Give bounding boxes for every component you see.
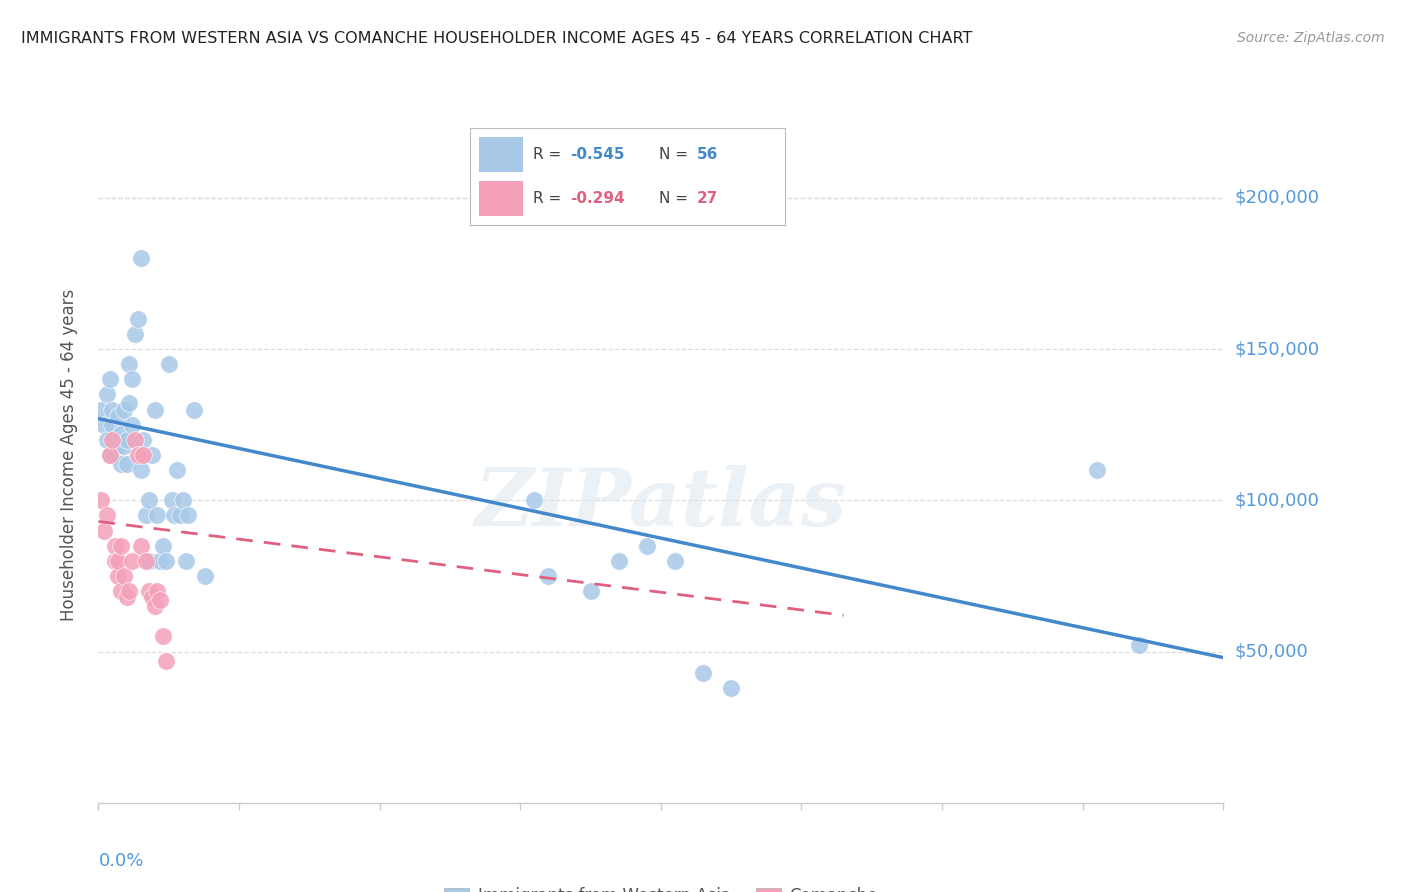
Point	[160, 493, 183, 508]
Point	[149, 554, 172, 568]
Point	[121, 554, 143, 568]
Text: $150,000: $150,000	[1234, 340, 1319, 358]
Point	[135, 508, 157, 523]
Point	[607, 554, 630, 568]
Point	[146, 584, 169, 599]
Point	[118, 396, 141, 410]
Point	[115, 433, 138, 447]
Point	[138, 554, 160, 568]
Text: 0.0%: 0.0%	[98, 852, 143, 870]
Point	[129, 539, 152, 553]
Text: $50,000: $50,000	[1234, 642, 1308, 661]
Point	[101, 402, 124, 417]
Point	[110, 584, 132, 599]
Point	[96, 387, 118, 401]
Point	[104, 448, 127, 462]
Point	[90, 493, 112, 508]
Point	[177, 508, 200, 523]
Point	[141, 590, 163, 604]
Text: Source: ZipAtlas.com: Source: ZipAtlas.com	[1237, 31, 1385, 45]
Point	[121, 372, 143, 386]
Point	[104, 539, 127, 553]
Point	[174, 554, 197, 568]
Point	[104, 554, 127, 568]
Point	[107, 409, 129, 423]
Legend: Immigrants from Western Asia, Comanche: Immigrants from Western Asia, Comanche	[437, 880, 884, 892]
Point	[96, 433, 118, 447]
Point	[115, 457, 138, 471]
Point	[579, 584, 602, 599]
Point	[129, 252, 152, 266]
Point	[183, 402, 205, 417]
Point	[98, 448, 121, 462]
Text: $200,000: $200,000	[1234, 189, 1319, 207]
Text: ZIPatlas: ZIPatlas	[475, 465, 846, 542]
Point	[664, 554, 686, 568]
Point	[101, 433, 124, 447]
Point	[121, 417, 143, 432]
Text: $100,000: $100,000	[1234, 491, 1319, 509]
Point	[194, 569, 217, 583]
Point	[96, 508, 118, 523]
Point	[138, 584, 160, 599]
Point	[118, 357, 141, 371]
Point	[132, 448, 155, 462]
Point	[115, 590, 138, 604]
Point	[98, 448, 121, 462]
Point	[146, 508, 169, 523]
Point	[90, 402, 112, 417]
Text: IMMIGRANTS FROM WESTERN ASIA VS COMANCHE HOUSEHOLDER INCOME AGES 45 - 64 YEARS C: IMMIGRANTS FROM WESTERN ASIA VS COMANCHE…	[21, 31, 973, 46]
Point	[172, 493, 194, 508]
Point	[129, 463, 152, 477]
Point	[1128, 639, 1150, 653]
Point	[118, 584, 141, 599]
Point	[110, 426, 132, 441]
Point	[1085, 463, 1108, 477]
Point	[155, 654, 177, 668]
Point	[132, 433, 155, 447]
Point	[107, 439, 129, 453]
Point	[93, 417, 115, 432]
Point	[141, 448, 163, 462]
Point	[107, 569, 129, 583]
Point	[98, 372, 121, 386]
Point	[143, 599, 166, 614]
Point	[110, 539, 132, 553]
Y-axis label: Householder Income Ages 45 - 64 years: Householder Income Ages 45 - 64 years	[59, 289, 77, 621]
Point	[110, 457, 132, 471]
Point	[107, 554, 129, 568]
Point	[112, 402, 135, 417]
Point	[124, 433, 146, 447]
Point	[692, 665, 714, 680]
Point	[112, 569, 135, 583]
Point	[127, 311, 149, 326]
Point	[124, 326, 146, 341]
Point	[166, 463, 188, 477]
Point	[112, 439, 135, 453]
Point	[138, 493, 160, 508]
Point	[135, 554, 157, 568]
Point	[127, 448, 149, 462]
Point	[163, 508, 186, 523]
Point	[720, 681, 742, 695]
Point	[93, 524, 115, 538]
Point	[104, 433, 127, 447]
Point	[537, 569, 560, 583]
Point	[152, 539, 174, 553]
Point	[157, 357, 180, 371]
Point	[169, 508, 191, 523]
Point	[152, 629, 174, 643]
Point	[149, 593, 172, 607]
Point	[101, 417, 124, 432]
Point	[636, 539, 658, 553]
Point	[155, 554, 177, 568]
Point	[523, 493, 546, 508]
Point	[143, 402, 166, 417]
